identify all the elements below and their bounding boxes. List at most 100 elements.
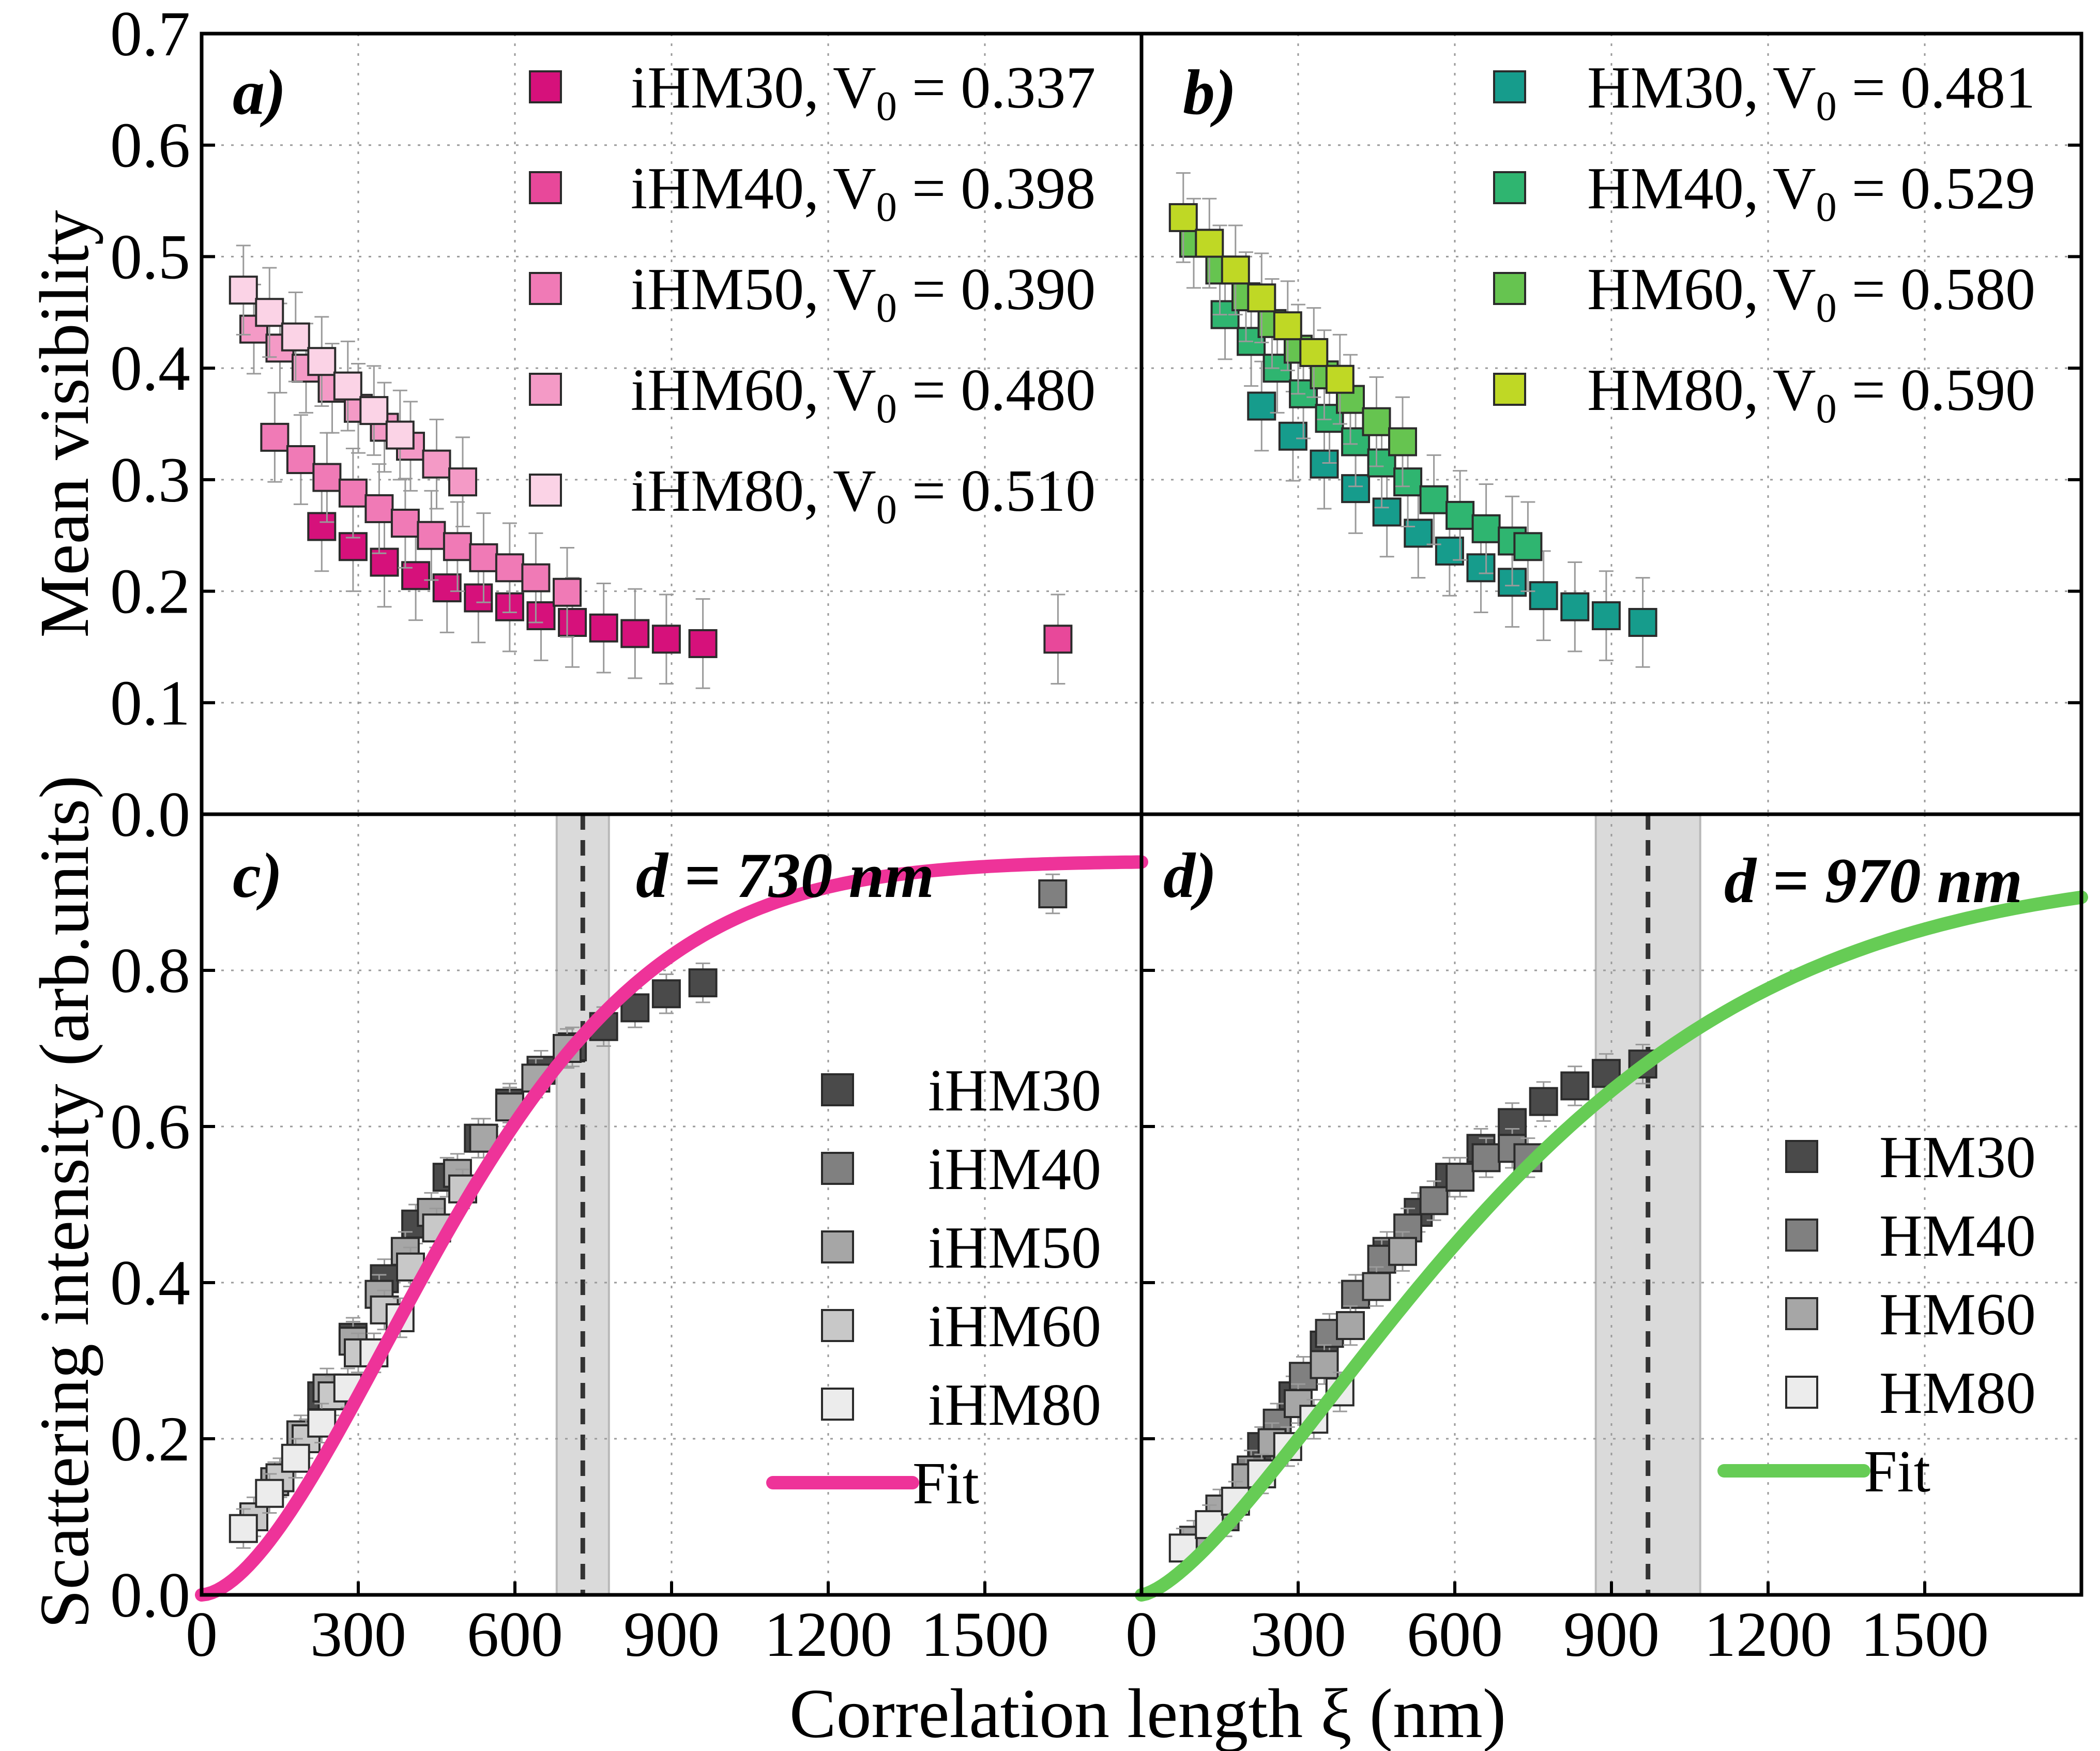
- legend-marker-hm80: [1493, 373, 1526, 406]
- legend-label-d-hm40: HM40: [1879, 1203, 2036, 1269]
- y-tick-label-c: 0.6: [110, 1091, 190, 1162]
- x-tick-label-d: 300: [1250, 1599, 1346, 1670]
- point-ihm30: [464, 583, 493, 613]
- point-hm60: [1388, 1237, 1417, 1266]
- y-tick-label-c: 0.4: [110, 1247, 190, 1318]
- point-hm30: [1529, 1087, 1558, 1116]
- point-ihm50: [417, 521, 446, 550]
- point-ihm80: [281, 1443, 310, 1473]
- legend-marker-c-ihm30: [821, 1073, 854, 1106]
- panel-label-b: b): [1183, 57, 1236, 128]
- point-ihm30: [432, 573, 462, 603]
- legend-marker-d-hm30: [1785, 1140, 1818, 1173]
- point-ihm50: [443, 532, 472, 561]
- y-tick-label-a: 0.0: [110, 779, 190, 850]
- point-ihm30: [589, 613, 618, 643]
- legend-marker-hm60: [1493, 272, 1526, 305]
- point-hm60: [1362, 1272, 1391, 1301]
- point-hm40: [1419, 485, 1449, 514]
- legend-marker-ihm30: [529, 70, 562, 103]
- point-hm30: [1372, 497, 1402, 527]
- legend-label-hm60: HM60, V0 = 0.580: [1587, 256, 2035, 331]
- legend-marker-hm40: [1493, 171, 1526, 204]
- y-tick-label-a: 0.2: [110, 556, 190, 627]
- point-hm40: [1471, 1143, 1501, 1173]
- legend-label-c-ihm30: iHM30: [928, 1058, 1101, 1124]
- legend-label-d-hm60: HM60: [1879, 1282, 2036, 1348]
- point-hm80: [1247, 283, 1276, 313]
- point-ihm40: [1038, 879, 1068, 909]
- frame-c: [200, 812, 1144, 1597]
- point-hm30: [1278, 421, 1307, 451]
- point-ihm40: [1043, 625, 1073, 654]
- point-ihm50: [469, 543, 498, 572]
- point-hm60: [1388, 427, 1417, 456]
- point-ihm30: [526, 601, 556, 631]
- point-hm60: [1336, 1311, 1365, 1341]
- legend-marker-c-ihm60: [821, 1309, 854, 1342]
- legend-marker-c-ihm80: [821, 1388, 854, 1421]
- legend-marker-hm30: [1493, 70, 1526, 103]
- point-hm30: [1247, 391, 1276, 421]
- point-ihm50: [521, 563, 551, 592]
- x-tick-label-c: 1200: [764, 1599, 892, 1670]
- point-hm40: [1419, 1186, 1449, 1215]
- y-tick-label-c: 0.2: [110, 1404, 190, 1474]
- data-layer: [195, 172, 2088, 1602]
- legend-marker-d-hm40: [1785, 1219, 1818, 1252]
- point-ihm50: [495, 553, 524, 583]
- point-ihm30: [558, 607, 587, 637]
- annotation-d-970: d = 970 nm: [1724, 845, 2022, 916]
- point-hm80: [1299, 338, 1329, 367]
- point-hm80: [1273, 311, 1302, 341]
- legend-marker-ihm50: [529, 272, 562, 305]
- text-layer: a) b) c) d) d = 730 nm d = 970 nm Correl…: [26, 57, 2022, 1751]
- legend-marker-ihm60: [529, 373, 562, 406]
- shaded-bands: [555, 813, 1701, 1596]
- legend-label-ihm40: iHM40, V0 = 0.398: [631, 156, 1095, 230]
- point-hm80: [1325, 364, 1355, 394]
- point-ihm30: [401, 561, 431, 590]
- point-hm60: [1310, 1350, 1339, 1379]
- point-ihm50: [338, 478, 368, 508]
- point-hm30: [1529, 581, 1558, 611]
- y-tick-label-a: 0.6: [110, 110, 190, 181]
- legend-marker-c-ihm40: [821, 1152, 854, 1185]
- legend-marker-c-ihm50: [821, 1230, 854, 1263]
- y-tick-label-c: 0.0: [110, 1560, 190, 1631]
- point-hm30: [1628, 607, 1657, 637]
- panel-label-d: d): [1163, 840, 1216, 911]
- fit-curve-c: [195, 855, 1148, 1602]
- legend-label-ihm80: iHM80, V0 = 0.510: [631, 458, 1095, 532]
- point-ihm80: [333, 371, 362, 401]
- panel-label-c: c): [233, 840, 282, 911]
- y-tick-label-c: 0.8: [110, 935, 190, 1006]
- panel-label-a: a): [233, 57, 286, 128]
- fit-curve-d: [1135, 890, 2088, 1602]
- legend-marker-d-hm80: [1785, 1376, 1818, 1409]
- legend-label-c-ihm50: iHM50: [928, 1215, 1101, 1281]
- point-ihm50: [286, 445, 315, 475]
- legend-label-hm80: HM80, V0 = 0.590: [1587, 357, 2035, 432]
- annotation-d-730: d = 730 nm: [636, 840, 934, 911]
- point-hm30: [1466, 553, 1496, 583]
- legends: iHM30, V0 = 0.337 iHM40, V0 = 0.398 iHM50,…: [529, 55, 2036, 1517]
- legend-fit-label-d: Fit: [1864, 1439, 1930, 1505]
- x-tick-label-c: 1500: [921, 1599, 1049, 1670]
- point-ihm30: [651, 979, 681, 1009]
- legend-label-hm30: HM30, V0 = 0.481: [1587, 55, 2035, 129]
- legend-label-hm40: HM40, V0 = 0.529: [1587, 156, 2035, 230]
- y-tick-label-a: 0.1: [110, 667, 190, 738]
- legend-marker-d-hm60: [1785, 1297, 1818, 1330]
- legend-label-d-hm30: HM30: [1879, 1124, 2036, 1191]
- point-ihm80: [255, 298, 284, 327]
- point-ihm30: [307, 512, 337, 541]
- x-tick-label-c: 600: [467, 1599, 563, 1670]
- point-hm40: [1445, 1163, 1475, 1192]
- point-ihm80: [307, 347, 337, 376]
- point-ihm60: [422, 449, 451, 479]
- point-ihm30: [688, 968, 718, 998]
- x-tick-label-c: 0: [186, 1599, 218, 1670]
- legend-label-d-hm80: HM80: [1879, 1360, 2036, 1426]
